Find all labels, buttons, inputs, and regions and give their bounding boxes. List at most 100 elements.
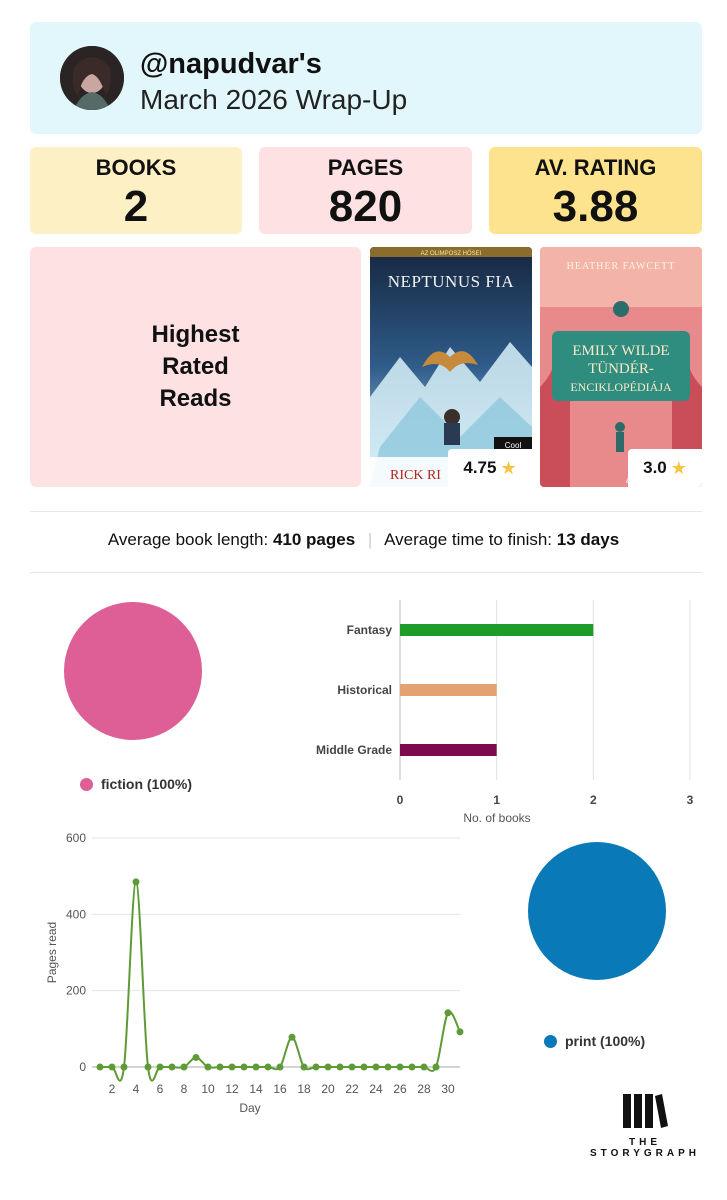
data-point [252, 1063, 260, 1071]
data-point [456, 1028, 464, 1036]
data-point [168, 1063, 176, 1071]
y-axis-label: Pages read [45, 922, 59, 983]
x-tick-label: 4 [133, 1082, 140, 1096]
bar-middle-grade [400, 744, 497, 756]
bar-fantasy [400, 624, 594, 636]
books-stat-label: BOOKS [95, 155, 177, 180]
divider [30, 572, 702, 573]
wrap-up-header: @napudvar's March 2026 Wrap-Up [30, 22, 702, 134]
x-tick-label: 22 [345, 1082, 359, 1096]
cover1-author: RICK RI [390, 468, 441, 483]
x-tick-label: 12 [225, 1082, 239, 1096]
storygraph-logo[interactable]: THE STORYGRAPH [590, 1092, 700, 1159]
star-icon: ★ [500, 457, 517, 478]
data-point [216, 1063, 224, 1071]
category-label: Historical [337, 683, 392, 697]
x-tick-label: 3 [687, 793, 694, 807]
data-point [204, 1063, 212, 1071]
books-stat-card: BOOKS 2 [30, 147, 242, 234]
data-point [180, 1063, 188, 1071]
averages-row: Average book length: 410 pages | Average… [0, 530, 727, 550]
y-tick-label: 400 [66, 907, 86, 921]
print-legend-label: print (100%) [565, 1033, 646, 1049]
data-point [228, 1063, 236, 1071]
data-point [192, 1053, 200, 1061]
data-point [276, 1063, 284, 1071]
storygraph-logo-icon [623, 1094, 668, 1128]
data-point [96, 1063, 104, 1071]
pages-series-line [99, 880, 461, 1082]
book-cover-emily-wilde[interactable]: HEATHER FAWCETT EMILY WILDE TÜNDÉR- ENCI… [540, 247, 702, 487]
cover2-title-line3: ENCIKLOPÉDIÁJA [570, 380, 672, 394]
x-tick-label: 16 [273, 1082, 287, 1096]
page-title: March 2026 Wrap-Up [140, 84, 408, 115]
book-rating-chip: 4.75 ★ [448, 449, 532, 487]
rating-stat-label: AV. RATING [534, 155, 657, 180]
format-pie-chart [528, 842, 666, 980]
data-point [432, 1063, 440, 1071]
books-stat-value: 2 [123, 182, 149, 231]
book-cover-neptunus-fia[interactable]: AZ OLIMPOSZ HŐSEI NEPTUNUS FIA RICK RI C… [370, 247, 532, 487]
data-point [348, 1063, 356, 1071]
data-point [372, 1063, 380, 1071]
bar-historical [400, 684, 497, 696]
rating-stat-card: AV. RATING 3.88 [489, 147, 702, 234]
avg-length-value: 410 pages [272, 530, 356, 549]
x-axis-label: Day [239, 1101, 260, 1115]
book-rating-value: 3.0 [643, 458, 667, 477]
pages-stat-value: 820 [328, 182, 403, 231]
data-point [156, 1063, 164, 1071]
data-point [408, 1063, 416, 1071]
cover2-title-line1: EMILY WILDE [572, 343, 669, 359]
x-tick-label: 6 [157, 1082, 164, 1096]
data-point [312, 1063, 320, 1071]
x-tick-label: 0 [397, 793, 404, 807]
pages-stat-label: PAGES [327, 155, 404, 180]
pie-slice-fiction [64, 602, 202, 740]
divider [30, 511, 702, 512]
data-point [144, 1063, 152, 1071]
logo-text-storygraph: STORYGRAPH [590, 1148, 701, 1159]
highest-rated-panel: Highest Rated Reads [30, 247, 361, 487]
data-point [240, 1063, 248, 1071]
divider: | [367, 530, 373, 549]
star-icon: ★ [670, 457, 687, 478]
fiction-pie-legend: fiction (100%) [80, 776, 192, 792]
legend-dot [80, 777, 93, 791]
x-tick-label: 26 [393, 1082, 407, 1096]
cover1-series: AZ OLIMPOSZ HŐSEI [421, 250, 482, 257]
genre-bar-chart: 0 1 2 3 Fantasy Historical Middle Grade No. of … [316, 600, 694, 825]
legend-dot [544, 1034, 557, 1048]
pages-stat-card: PAGES 820 [259, 147, 472, 234]
data-point [444, 1009, 452, 1017]
data-point [288, 1033, 296, 1041]
x-tick-label: 30 [441, 1082, 455, 1096]
book-rating-value: 4.75 [463, 458, 497, 477]
cover2-title-line2: TÜNDÉR- [588, 360, 654, 377]
cover1-title: NEPTUNUS FIA [388, 272, 515, 291]
x-axis-label: No. of books [463, 811, 530, 825]
rating-stat-value: 3.88 [552, 182, 639, 231]
x-tick-label: 20 [321, 1082, 335, 1096]
y-tick-label: 200 [66, 984, 86, 998]
y-tick-label: 0 [79, 1060, 86, 1074]
format-pie-legend: print (100%) [544, 1033, 645, 1049]
avg-time-label: Average time to finish: [384, 530, 553, 549]
book-rating-chip: 3.0 ★ [628, 449, 702, 487]
data-point [396, 1063, 404, 1071]
pie-slice-print [528, 842, 666, 980]
avg-time-value: 13 days [556, 530, 620, 549]
data-point [420, 1063, 428, 1071]
avatar[interactable] [60, 46, 124, 110]
data-point [264, 1063, 272, 1071]
data-point [324, 1063, 332, 1071]
x-tick-label: 14 [249, 1082, 263, 1096]
y-tick-label: 600 [66, 831, 86, 845]
data-point [336, 1063, 344, 1071]
cover1-badge: Cool [505, 441, 522, 450]
avg-length-label: Average book length: [107, 530, 269, 549]
fiction-legend-label: fiction (100%) [101, 776, 193, 792]
logo-text-the: THE [629, 1137, 661, 1148]
cover2-author: HEATHER FAWCETT [567, 261, 676, 272]
data-point [132, 878, 140, 886]
